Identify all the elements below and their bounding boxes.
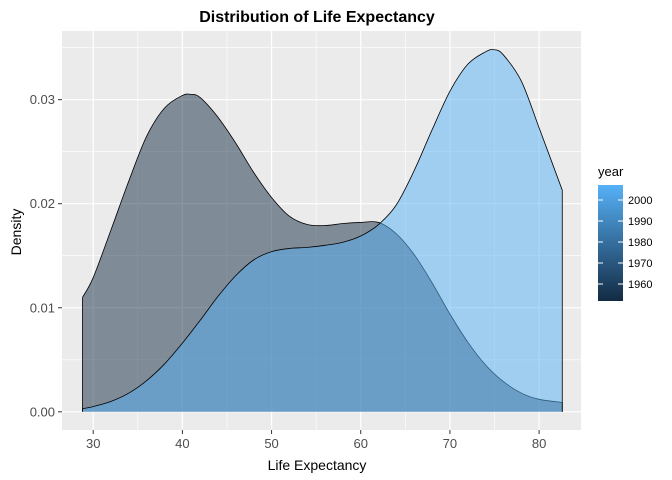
- y-tick-label: 0.00: [30, 404, 55, 419]
- x-tick-label: 60: [354, 436, 368, 451]
- legend-label: 2000: [628, 195, 652, 207]
- x-tick-label: 40: [175, 436, 189, 451]
- legend-label: 1960: [628, 279, 652, 291]
- x-tick-label: 80: [532, 436, 546, 451]
- y-tick-label: 0.03: [30, 92, 55, 107]
- density-outline-2007: [82, 49, 563, 410]
- x-axis: 30 40 50 60 70 80: [86, 430, 546, 451]
- legend: year 2000 1990 1980 1970 1960: [598, 164, 652, 301]
- legend-label: 1980: [628, 237, 652, 249]
- x-tick-label: 30: [86, 436, 100, 451]
- legend-title: year: [598, 164, 624, 179]
- y-tick-label: 0.01: [30, 300, 55, 315]
- x-axis-title: Life Expectancy: [268, 457, 367, 473]
- y-axis: 0.00 0.01 0.02 0.03: [30, 92, 62, 419]
- density-area-2007: [82, 49, 563, 412]
- x-tick-label: 50: [264, 436, 278, 451]
- x-tick-label: 70: [443, 436, 457, 451]
- legend-label: 1990: [628, 216, 652, 228]
- density-areas: [82, 49, 563, 412]
- chart-title: Distribution of Life Expectancy: [199, 9, 435, 26]
- y-axis-title: Density: [8, 209, 24, 256]
- legend-label: 1970: [628, 258, 652, 270]
- legend-colorbar: [598, 185, 623, 301]
- y-tick-label: 0.02: [30, 196, 55, 211]
